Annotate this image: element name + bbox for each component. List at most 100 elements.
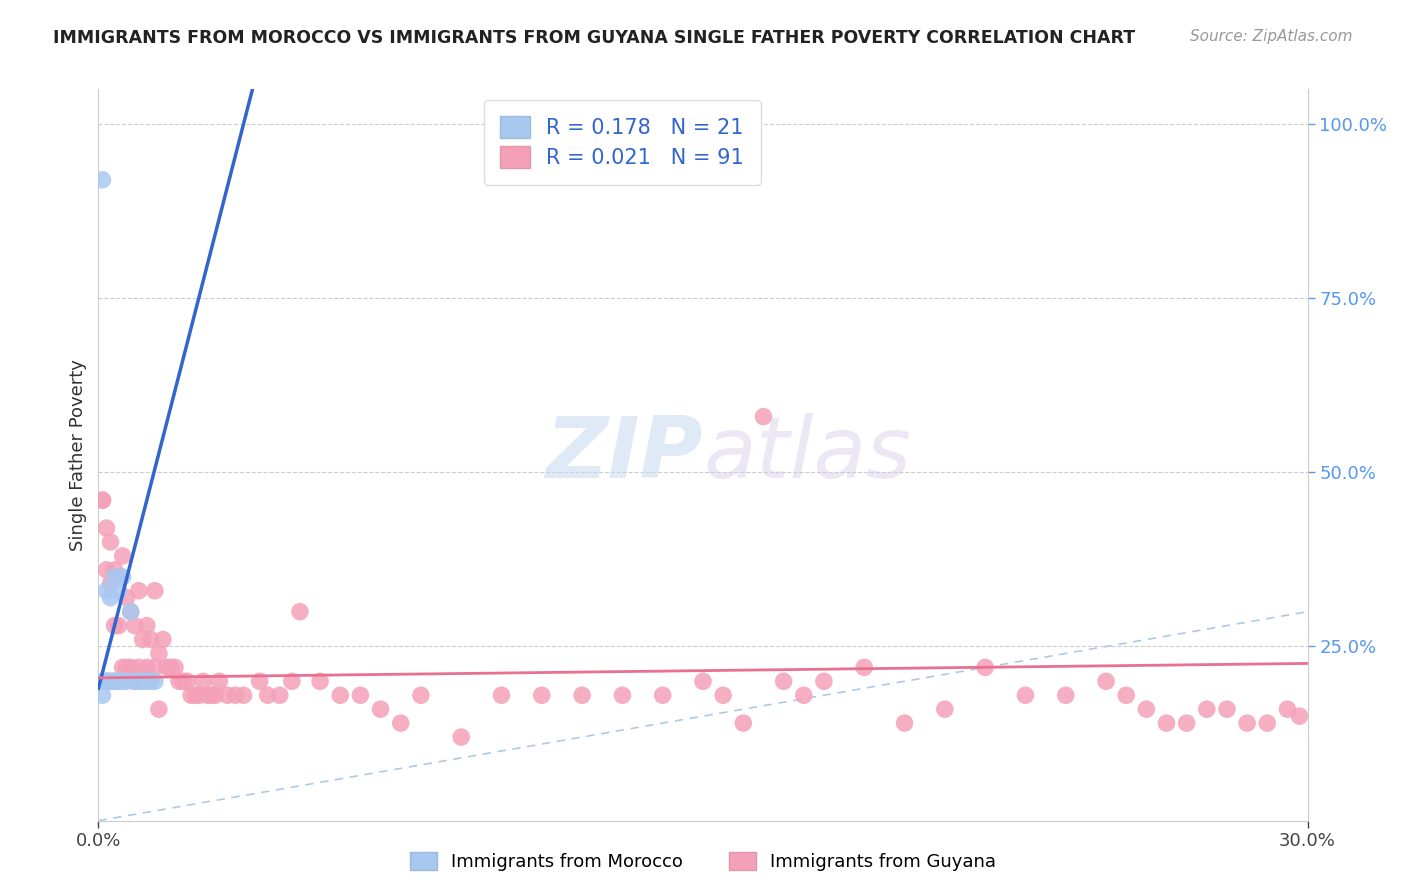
Point xyxy=(1115,688,1137,702)
Point xyxy=(974,660,997,674)
Point xyxy=(103,674,125,689)
Point xyxy=(103,674,125,689)
Point xyxy=(100,535,122,549)
Point xyxy=(120,605,142,619)
Text: ZIP: ZIP xyxy=(546,413,703,497)
Point xyxy=(370,702,392,716)
Point xyxy=(651,688,673,702)
Legend: Immigrants from Morocco, Immigrants from Guyana: Immigrants from Morocco, Immigrants from… xyxy=(402,846,1004,879)
Point xyxy=(103,563,125,577)
Point xyxy=(491,688,513,702)
Point xyxy=(124,674,146,689)
Point xyxy=(107,583,129,598)
Point xyxy=(409,688,432,702)
Point xyxy=(143,674,166,689)
Text: atlas: atlas xyxy=(703,413,911,497)
Point xyxy=(96,583,118,598)
Point xyxy=(111,570,134,584)
Point xyxy=(124,618,146,632)
Point xyxy=(176,674,198,689)
Point xyxy=(132,674,155,689)
Point xyxy=(1256,716,1278,731)
Point xyxy=(135,674,157,689)
Point xyxy=(309,674,332,689)
Point xyxy=(269,688,291,702)
Point xyxy=(115,674,138,689)
Point xyxy=(1095,674,1118,689)
Point xyxy=(107,618,129,632)
Point xyxy=(107,570,129,584)
Point xyxy=(91,674,114,689)
Point xyxy=(180,688,202,702)
Point xyxy=(156,660,179,674)
Point xyxy=(100,674,122,689)
Point xyxy=(853,660,876,674)
Point xyxy=(733,716,755,731)
Point xyxy=(571,688,593,702)
Point xyxy=(1156,716,1178,731)
Point xyxy=(249,674,271,689)
Point xyxy=(96,674,118,689)
Point xyxy=(281,674,304,689)
Point xyxy=(934,702,956,716)
Point xyxy=(1054,688,1077,702)
Point xyxy=(1175,716,1198,731)
Point xyxy=(107,674,129,689)
Point xyxy=(217,688,239,702)
Point xyxy=(329,688,352,702)
Point xyxy=(530,688,553,702)
Point xyxy=(450,730,472,744)
Point xyxy=(96,521,118,535)
Point xyxy=(1216,702,1239,716)
Point xyxy=(172,674,194,689)
Point xyxy=(91,173,114,187)
Point xyxy=(148,702,170,716)
Point xyxy=(1135,702,1157,716)
Point xyxy=(232,688,254,702)
Point xyxy=(1236,716,1258,731)
Point xyxy=(772,674,794,689)
Point xyxy=(256,688,278,702)
Text: Source: ZipAtlas.com: Source: ZipAtlas.com xyxy=(1189,29,1353,45)
Point xyxy=(100,576,122,591)
Point xyxy=(103,570,125,584)
Point xyxy=(115,660,138,674)
Point xyxy=(91,493,114,508)
Point xyxy=(163,660,186,674)
Point xyxy=(111,674,134,689)
Point xyxy=(692,674,714,689)
Point xyxy=(711,688,734,702)
Point xyxy=(793,688,815,702)
Point xyxy=(128,660,150,674)
Point xyxy=(111,660,134,674)
Point xyxy=(143,660,166,674)
Point xyxy=(188,688,211,702)
Point xyxy=(167,674,190,689)
Point xyxy=(139,674,162,689)
Point xyxy=(193,674,215,689)
Point xyxy=(135,660,157,674)
Point xyxy=(91,493,114,508)
Point xyxy=(120,660,142,674)
Point xyxy=(139,632,162,647)
Point xyxy=(111,549,134,563)
Point xyxy=(91,688,114,702)
Point xyxy=(813,674,835,689)
Point xyxy=(160,660,183,674)
Point xyxy=(96,563,118,577)
Point xyxy=(1277,702,1299,716)
Point xyxy=(893,716,915,731)
Point xyxy=(152,632,174,647)
Point xyxy=(107,674,129,689)
Point xyxy=(195,688,218,702)
Text: IMMIGRANTS FROM MOROCCO VS IMMIGRANTS FROM GUYANA SINGLE FATHER POVERTY CORRELAT: IMMIGRANTS FROM MOROCCO VS IMMIGRANTS FR… xyxy=(53,29,1136,47)
Point xyxy=(224,688,246,702)
Point xyxy=(349,688,371,702)
Point xyxy=(143,583,166,598)
Point xyxy=(115,591,138,605)
Point xyxy=(184,688,207,702)
Point xyxy=(132,632,155,647)
Point xyxy=(1195,702,1218,716)
Point xyxy=(389,716,412,731)
Point xyxy=(752,409,775,424)
